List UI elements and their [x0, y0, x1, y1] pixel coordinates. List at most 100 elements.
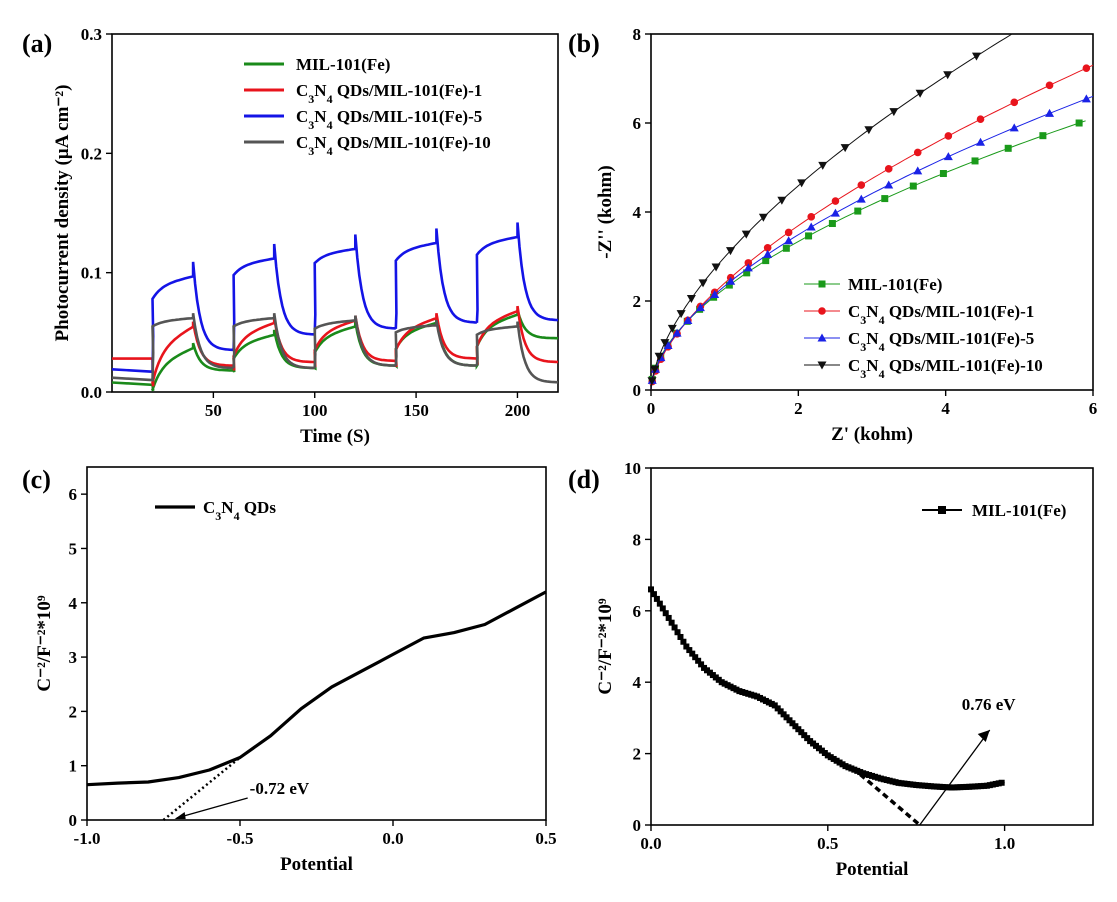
data-point — [695, 303, 705, 312]
y-tick-label: 3 — [69, 648, 78, 667]
data-point — [676, 310, 686, 319]
data-point — [674, 629, 681, 636]
y-tick-label: 0 — [633, 381, 642, 400]
data-point — [647, 377, 657, 386]
y-tick-label: 4 — [633, 203, 642, 222]
data-point — [889, 108, 899, 117]
data-point — [818, 161, 828, 170]
data-point — [909, 182, 917, 190]
x-tick-label: 6 — [1089, 399, 1098, 418]
annotation-label: -0.72 eV — [250, 779, 310, 798]
panel-d: (d) 0.0 0.5 1.0 0 2 4 6 8 10 Potential C⁻²/F⁻²*10⁹ 0… — [568, 459, 1094, 880]
x-axis-label: Potential — [836, 859, 909, 880]
data-point — [1081, 94, 1091, 103]
y-axis-label: -Z'' (kohm) — [595, 165, 616, 258]
data-point — [743, 263, 753, 272]
data-point — [864, 126, 874, 135]
data-point — [1075, 119, 1083, 127]
data-point — [698, 661, 705, 668]
x-axis-label: Z' (kohm) — [831, 424, 913, 445]
data-point — [976, 115, 985, 124]
y-tick-label: 8 — [633, 25, 642, 44]
data-point — [943, 71, 953, 80]
data-point — [656, 600, 663, 607]
legend-marker — [818, 280, 826, 288]
x-tick-label: 100 — [302, 401, 328, 420]
y-tick-label: 0.2 — [81, 144, 102, 163]
data-point — [711, 263, 721, 272]
legend-marker — [818, 307, 826, 315]
data-point — [1039, 132, 1047, 140]
y-tick-label: 4 — [69, 594, 78, 613]
y-tick-label: 6 — [69, 485, 78, 504]
series-line — [112, 313, 558, 384]
legend-entry: C3N4 QDs/MIL-101(Fe)-1 — [848, 302, 1034, 327]
data-point — [650, 591, 657, 598]
x-tick-label: 4 — [941, 399, 950, 418]
data-point — [856, 194, 866, 203]
data-point — [971, 52, 981, 61]
panel-b: (b) 0 2 4 6 0 2 4 6 8 Z' (kohm) -Z'' (kohm) MIL-101(… — [568, 25, 1097, 445]
data-point — [695, 657, 702, 664]
legend-marker — [817, 333, 827, 342]
data-point — [683, 315, 693, 324]
data-point — [677, 633, 684, 640]
x-tick-label: -1.0 — [74, 829, 101, 848]
data-point — [1009, 123, 1019, 132]
data-point — [668, 619, 675, 626]
data-point — [807, 213, 816, 221]
plot-frame — [650, 467, 1094, 826]
data-point — [784, 228, 793, 237]
data-point — [686, 647, 693, 654]
data-point — [672, 328, 682, 337]
x-axis-label: Time (S) — [300, 426, 370, 447]
y-tick-label: 2 — [633, 292, 642, 311]
y-axis-label: C⁻²/F⁻²*10⁹ — [34, 595, 55, 692]
data-point — [648, 586, 654, 593]
data-point — [744, 259, 753, 267]
data-point — [659, 605, 666, 612]
data-point — [653, 595, 660, 602]
data-point — [763, 249, 773, 258]
legend-entry: C3N4 QDs — [203, 498, 276, 523]
y-tick-label: 0.3 — [81, 25, 102, 44]
data-point — [671, 624, 678, 631]
y-tick-label: 4 — [633, 673, 642, 692]
x-tick-label: 0 — [647, 399, 656, 418]
data-point — [857, 181, 866, 189]
y-tick-label: 0 — [633, 816, 642, 835]
plot-frame — [111, 33, 559, 393]
data-point — [943, 152, 953, 161]
data-point — [763, 243, 772, 252]
x-tick-label: 50 — [205, 401, 222, 420]
y-tick-label: 6 — [633, 114, 642, 133]
data-point — [1010, 98, 1019, 107]
legend-entry: MIL-101(Fe) — [296, 55, 390, 74]
x-tick-label: 150 — [403, 401, 429, 420]
data-point — [884, 165, 893, 173]
data-point — [710, 290, 720, 299]
data-point — [884, 180, 894, 189]
data-point — [971, 157, 979, 165]
data-point — [1004, 144, 1012, 152]
x-tick-label: 0.0 — [640, 834, 661, 853]
data-point — [913, 166, 923, 175]
panel-a: (a) 50 100 150 200 0.0 0.1 0.2 0.3 Time (S) Photoc… — [22, 25, 559, 447]
y-tick-label: 0.1 — [81, 264, 102, 283]
data-point — [698, 279, 708, 288]
data-point — [689, 650, 696, 657]
data-point — [692, 654, 699, 661]
data-point — [662, 610, 669, 617]
arrowhead — [977, 730, 990, 742]
data-point — [913, 148, 922, 157]
data-point — [686, 294, 696, 303]
legend-entry: C3N4 QDs/MIL-101(Fe)-10 — [848, 356, 1043, 381]
annotation-arrow — [919, 729, 991, 826]
y-tick-label: 1 — [69, 757, 78, 776]
y-tick-label: 0 — [69, 811, 78, 830]
data-point — [828, 220, 836, 228]
data-point — [650, 365, 660, 374]
panel-c: (c) -1.0 -0.5 0.0 0.5 0 1 2 3 4 5 6 Potential C⁻²/F⁻²… — [22, 465, 557, 875]
legend-entry: MIL-101(Fe) — [972, 501, 1066, 520]
